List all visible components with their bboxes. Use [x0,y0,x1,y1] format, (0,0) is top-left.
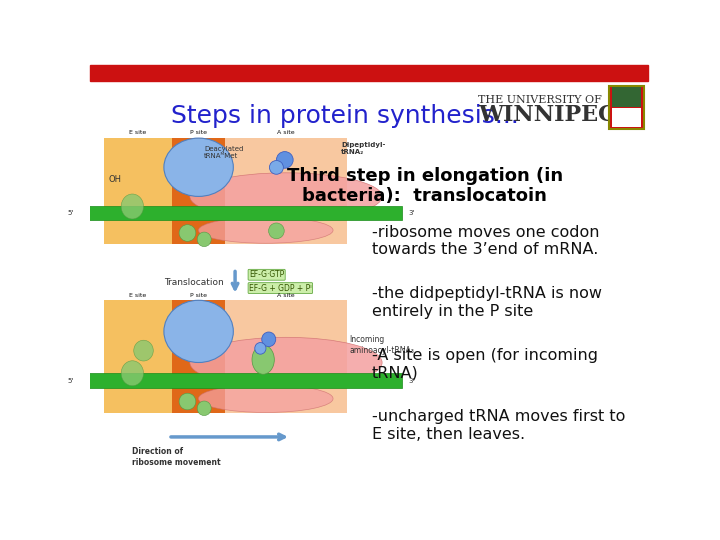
Bar [612,107,641,127]
Ellipse shape [190,338,382,388]
Bar [225,300,347,413]
Ellipse shape [199,384,333,413]
Ellipse shape [255,342,266,354]
Ellipse shape [197,401,211,416]
Text: 5': 5' [67,211,73,217]
Text: -A site is open (for incoming
tRNA): -A site is open (for incoming tRNA) [372,348,598,380]
Text: EF-G + GDP + Pᴵ: EF-G + GDP + Pᴵ [249,284,312,293]
Text: Third step in elongation (in
bacteria):  translocatoin: Third step in elongation (in bacteria): … [287,167,563,206]
Bar [172,300,225,413]
Ellipse shape [121,194,143,219]
Ellipse shape [134,340,153,361]
Text: A site: A site [277,131,294,136]
Text: Steps in protein synthesis...: Steps in protein synthesis... [171,104,519,127]
Bar [104,300,172,413]
Text: P site: P site [190,131,207,136]
Text: E site: E site [130,293,147,298]
Bar [172,138,225,244]
FancyBboxPatch shape [609,85,644,129]
Text: P site: P site [190,293,207,298]
Text: WINNIPEG: WINNIPEG [478,104,617,126]
Ellipse shape [199,217,333,244]
Ellipse shape [197,232,211,247]
Bar [76,206,402,220]
Bar [90,65,648,80]
Text: OH: OH [109,176,122,185]
Ellipse shape [262,332,276,347]
Bar [225,138,347,244]
Text: EF-G·GTP: EF-G·GTP [249,271,284,279]
Text: 3': 3' [408,377,415,383]
Text: THE UNIVERSITY OF: THE UNIVERSITY OF [478,95,602,105]
Text: Incoming
aminoacyl-tRNA₃: Incoming aminoacyl-tRNA₃ [349,335,414,355]
Text: A site: A site [277,293,294,298]
Ellipse shape [121,361,143,386]
Text: Dipeptidyl-
tRNA₂: Dipeptidyl- tRNA₂ [341,141,385,155]
Ellipse shape [179,393,196,410]
Ellipse shape [164,300,233,362]
Text: Direction of
ribosome movement: Direction of ribosome movement [132,447,220,467]
Text: Translocation: Translocation [164,278,224,287]
Ellipse shape [252,345,274,374]
Bar [612,87,641,107]
Ellipse shape [164,138,233,197]
Text: 3': 3' [408,211,415,217]
Text: -ribosome moves one codon
towards the 3’end of mRNA.: -ribosome moves one codon towards the 3’… [372,225,599,257]
Text: E site: E site [130,131,147,136]
Ellipse shape [269,223,284,239]
Ellipse shape [269,160,284,174]
Ellipse shape [179,225,196,241]
Text: -the didpeptidyl-tRNA is now
entirely in the P site: -the didpeptidyl-tRNA is now entirely in… [372,286,602,319]
Text: -uncharged tRNA moves first to
E site, then leaves.: -uncharged tRNA moves first to E site, t… [372,409,625,442]
Text: Deacylated
tRNAᴹMet: Deacylated tRNAᴹMet [204,146,243,159]
Bar [104,138,172,244]
Ellipse shape [190,173,382,220]
Ellipse shape [276,152,293,168]
Bar [76,373,402,388]
Text: 5': 5' [67,377,73,383]
